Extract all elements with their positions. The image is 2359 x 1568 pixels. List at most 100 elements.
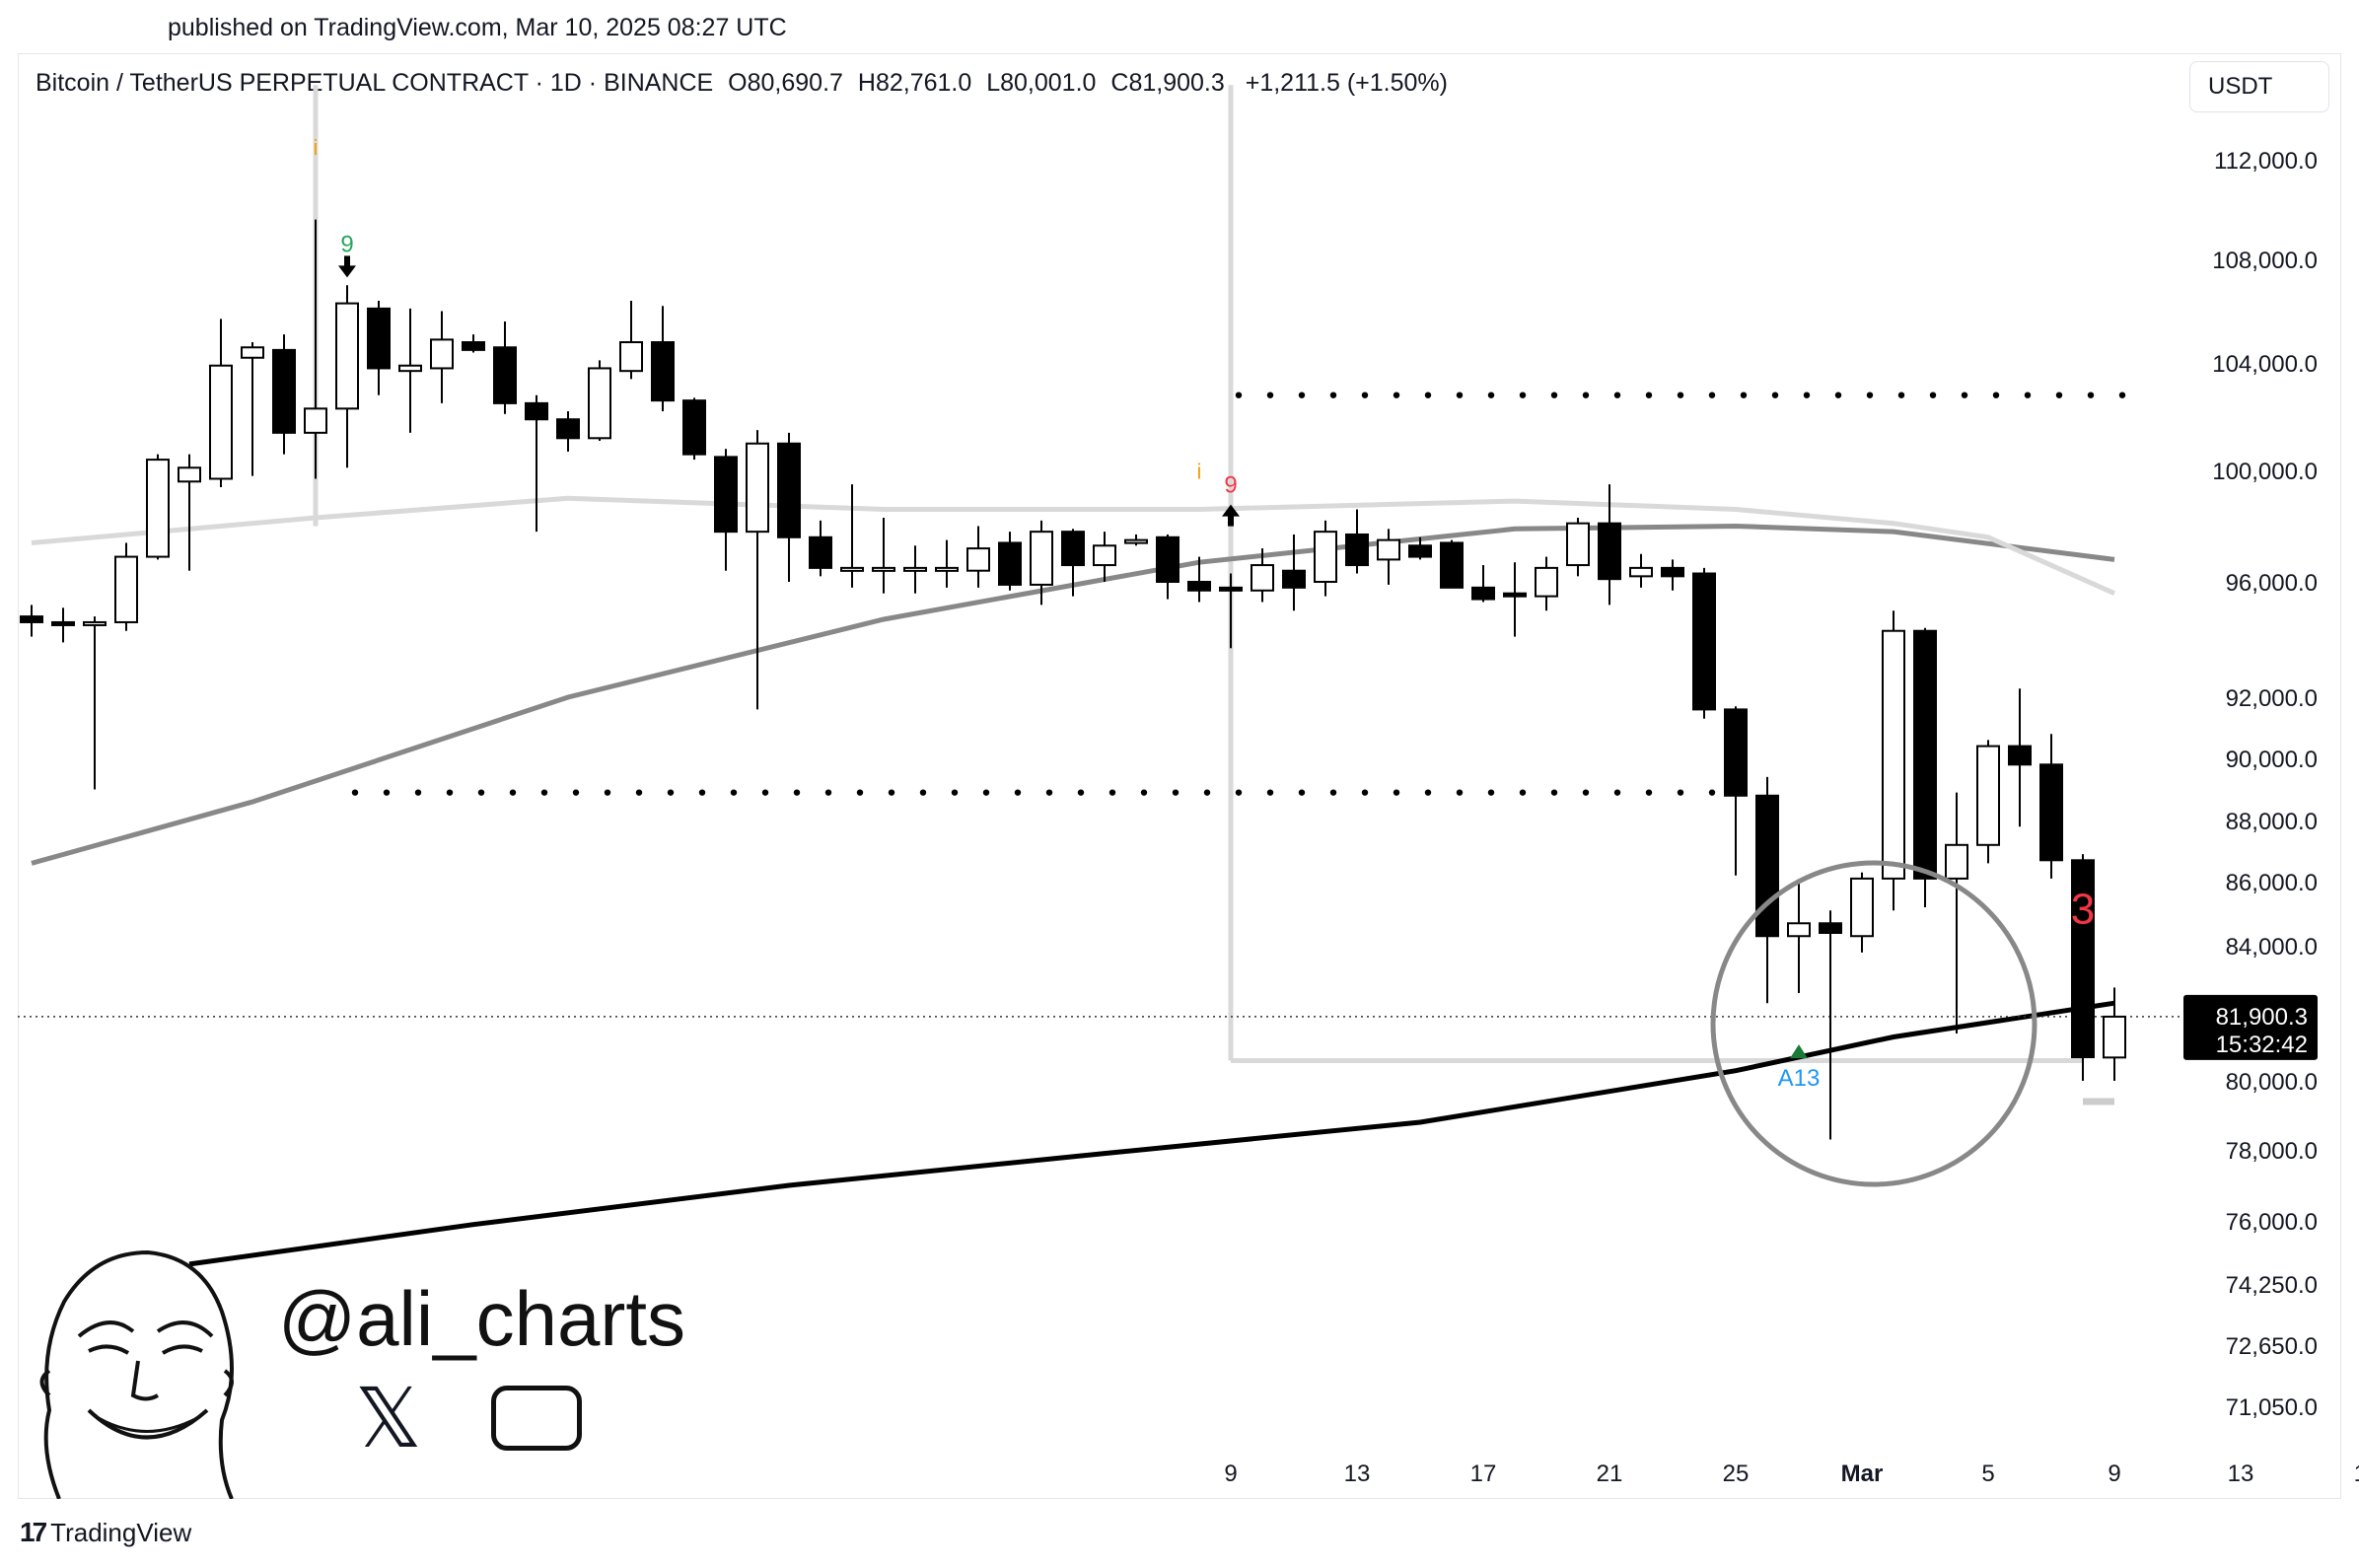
candle-body[interactable]	[1061, 531, 1085, 567]
candle-body[interactable]	[1345, 533, 1369, 567]
x-icon[interactable]: 𝕏	[355, 1370, 422, 1466]
candle-body[interactable]	[966, 547, 990, 572]
dotted-level-dot	[1897, 392, 1905, 398]
candle-body[interactable]	[1692, 572, 1716, 711]
candle-body[interactable]	[1471, 586, 1495, 601]
candle-body[interactable]	[367, 307, 391, 370]
candle-body[interactable]	[998, 541, 1022, 586]
candle-body[interactable]	[20, 615, 43, 623]
candle-body[interactable]	[178, 466, 201, 483]
dotted-level-dot	[2087, 392, 2095, 398]
candle-body[interactable]	[1187, 581, 1211, 592]
candle-body[interactable]	[1882, 629, 1905, 880]
candle-body[interactable]	[588, 367, 611, 440]
last-price-label: 81,900.3	[2216, 1004, 2308, 1031]
highlight-circle	[1710, 860, 2037, 1187]
currency-selector[interactable]: USDT	[2189, 61, 2329, 112]
chart-annotation: 9	[1224, 472, 1237, 499]
candle-body[interactable]	[1598, 522, 1621, 581]
x-axis-tick-label: 9	[1224, 1461, 1237, 1487]
candle-body[interactable]	[398, 364, 422, 373]
dotted-level-dot	[1361, 392, 1369, 398]
dotted-level-dot	[1582, 392, 1590, 398]
candle-body[interactable]	[1755, 794, 1779, 938]
candle-body[interactable]	[1314, 531, 1337, 584]
symbol-name[interactable]: Bitcoin / TetherUS PERPETUAL CONTRACT · …	[36, 69, 714, 97]
dotted-level-dot	[1140, 789, 1148, 796]
candle-body[interactable]	[556, 418, 580, 440]
signal-marker-icon	[1790, 1044, 1808, 1059]
candle-body[interactable]	[1408, 544, 1432, 558]
candle-body[interactable]	[1819, 922, 1842, 934]
candle-body[interactable]	[935, 566, 959, 572]
x-axis-tick-label: 17	[2354, 1461, 2359, 1487]
candle-body[interactable]	[1913, 629, 1937, 880]
candle-body[interactable]	[1282, 569, 1306, 589]
dotted-level-dot	[1298, 392, 1306, 398]
candle-body[interactable]	[1503, 592, 1527, 598]
candle-body[interactable]	[872, 566, 895, 572]
candle-body[interactable]	[1219, 586, 1243, 592]
candle-body[interactable]	[619, 341, 643, 373]
candle-body[interactable]	[493, 346, 517, 404]
candle-body[interactable]	[1156, 535, 1180, 583]
candle-body[interactable]	[714, 456, 738, 534]
candle-body[interactable]	[1976, 745, 2000, 846]
candle-body[interactable]	[1535, 566, 1558, 598]
candle-body[interactable]	[1093, 544, 1116, 567]
candle-body[interactable]	[83, 620, 107, 626]
candle-body[interactable]	[1629, 566, 1653, 578]
chart-frame	[18, 53, 2341, 1499]
candle-body[interactable]	[272, 348, 296, 434]
candle-body[interactable]	[1566, 522, 1590, 567]
candle-body[interactable]	[840, 566, 864, 572]
candle-body[interactable]	[114, 555, 138, 623]
dotted-level-dot	[1045, 789, 1053, 796]
candle-body[interactable]	[651, 341, 675, 402]
tradingview-logo[interactable]: 17 TradingView	[20, 1517, 191, 1548]
arrow-down-icon	[344, 255, 350, 267]
candle-body[interactable]	[682, 399, 706, 456]
candle-body[interactable]	[2039, 763, 2063, 862]
candle-body[interactable]	[746, 442, 769, 534]
candle-body[interactable]	[430, 338, 454, 370]
tradingview-brand: TradingView	[50, 1517, 192, 1547]
candle-body[interactable]	[777, 442, 801, 538]
candle-body[interactable]	[1377, 538, 1400, 561]
candle-body[interactable]	[1945, 843, 1968, 880]
candle-body[interactable]	[525, 401, 548, 421]
dotted-level-dot	[1077, 789, 1085, 796]
dotted-level-dot	[1771, 392, 1779, 398]
candle-body[interactable]	[1440, 541, 1464, 589]
candle-body[interactable]	[335, 302, 359, 410]
candle-body[interactable]	[51, 620, 75, 626]
candle-body[interactable]	[1724, 708, 1748, 797]
dotted-level-dot	[667, 789, 675, 796]
candle-body[interactable]	[1030, 531, 1053, 586]
candle-body[interactable]	[809, 535, 832, 569]
candle-body[interactable]	[1661, 566, 1684, 578]
youtube-icon[interactable]	[490, 1386, 582, 1451]
candle-body[interactable]	[903, 566, 927, 572]
dotted-level-dot	[1961, 392, 1968, 398]
candle-body[interactable]	[2008, 745, 2032, 766]
dotted-level-dot	[540, 789, 548, 796]
candle-body[interactable]	[209, 364, 233, 480]
dotted-level-dot	[2055, 392, 2063, 398]
candle-body[interactable]	[462, 341, 485, 351]
candle-body[interactable]	[1124, 538, 1148, 544]
candle-body[interactable]	[241, 346, 264, 359]
chart-annotation: i	[314, 135, 319, 160]
candle-body[interactable]	[1251, 564, 1274, 592]
candle-body[interactable]	[1787, 922, 1811, 938]
candle-body[interactable]	[1850, 877, 1874, 938]
dotted-level-dot	[509, 789, 517, 796]
candle-body[interactable]	[146, 459, 170, 558]
candle-body[interactable]	[2103, 1015, 2126, 1059]
y-axis-tick-label: 84,000.0	[2226, 934, 2318, 961]
candle-body[interactable]	[304, 407, 327, 434]
y-axis-tick-label: 72,650.0	[2226, 1333, 2318, 1360]
candle-body[interactable]	[2071, 859, 2095, 1059]
x-axis-tick-label: 13	[1344, 1461, 1371, 1487]
